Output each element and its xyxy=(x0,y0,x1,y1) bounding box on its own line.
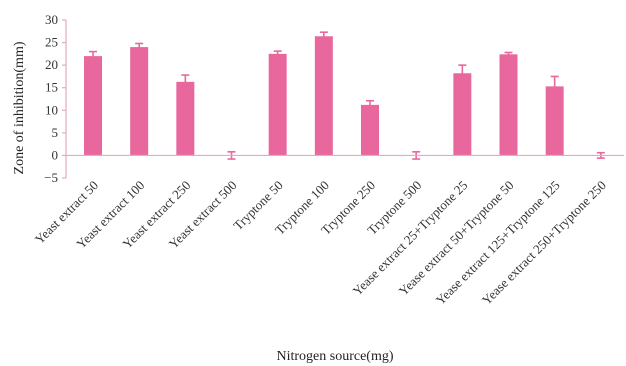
y-tick-label: 15 xyxy=(45,80,58,95)
error-bar xyxy=(135,42,144,52)
bar xyxy=(499,54,518,156)
y-tick-label: 20 xyxy=(45,57,58,72)
error-bar xyxy=(181,74,190,90)
error-bar xyxy=(89,50,97,62)
error-bar xyxy=(504,51,513,57)
bar xyxy=(84,56,102,156)
y-tick-label: 30 xyxy=(45,12,58,27)
error-bar xyxy=(550,75,559,98)
y-tick-label: 25 xyxy=(45,35,58,50)
bar xyxy=(268,53,287,156)
error-bar xyxy=(366,100,374,110)
error-bar xyxy=(458,64,467,83)
bar xyxy=(453,73,472,156)
bar xyxy=(176,81,195,156)
bar xyxy=(545,86,564,156)
error-bar xyxy=(319,31,328,42)
bar xyxy=(314,36,333,156)
bar xyxy=(130,47,149,156)
y-tick-label: 10 xyxy=(45,102,58,117)
y-tick-label: 5 xyxy=(52,125,59,140)
bars-group xyxy=(84,31,605,160)
y-tick-label: 0 xyxy=(52,147,59,162)
y-axis: 30 25 20 15 10 5 0 −5 xyxy=(44,12,67,185)
x-axis-title: Nitrogen source(mg) xyxy=(276,349,393,364)
y-axis-title: Zone of inhibition(mm) xyxy=(12,41,27,174)
bar xyxy=(361,104,379,156)
y-tick-label: −5 xyxy=(44,170,58,185)
error-bar xyxy=(273,50,282,58)
